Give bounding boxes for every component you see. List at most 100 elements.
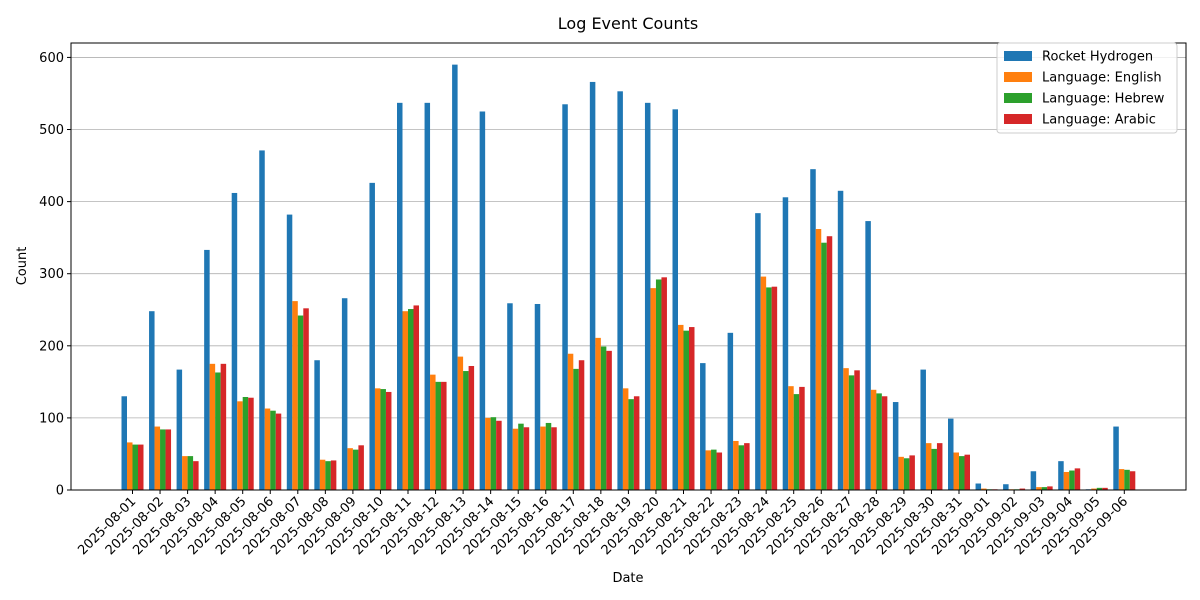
bar xyxy=(374,388,381,490)
bar xyxy=(1074,468,1081,490)
bar xyxy=(821,242,827,490)
bar xyxy=(700,363,706,490)
bar xyxy=(121,396,127,490)
bar xyxy=(330,460,337,490)
bar xyxy=(314,360,320,490)
legend-swatch xyxy=(1004,93,1032,103)
bar xyxy=(319,459,326,490)
y-tick-label: 600 xyxy=(39,51,64,66)
bars xyxy=(121,64,1136,491)
y-tick-label: 0 xyxy=(56,484,64,499)
bar xyxy=(744,443,750,490)
y-tick-label: 400 xyxy=(39,195,64,210)
bar xyxy=(959,456,965,490)
legend-box xyxy=(996,42,1178,134)
bar xyxy=(689,327,695,490)
bar xyxy=(633,396,640,490)
bar xyxy=(452,64,458,491)
bar xyxy=(507,303,513,490)
bar xyxy=(826,236,833,490)
bar xyxy=(661,277,667,490)
bar xyxy=(259,150,265,490)
bar xyxy=(127,442,133,490)
bar xyxy=(424,102,431,490)
bar xyxy=(705,450,712,490)
bar xyxy=(920,369,926,490)
bar xyxy=(1118,469,1125,490)
bar xyxy=(628,399,634,490)
bar xyxy=(413,305,419,490)
bar xyxy=(160,429,166,490)
legend-label: Rocket Hydrogen xyxy=(1042,50,1153,65)
bar xyxy=(380,389,386,490)
bar xyxy=(1063,471,1070,490)
bar xyxy=(799,386,805,490)
bar xyxy=(975,483,982,490)
legend-label: Language: Hebrew xyxy=(1042,92,1165,107)
bar xyxy=(837,190,844,490)
bar xyxy=(936,443,943,490)
bar xyxy=(204,249,210,490)
bar xyxy=(793,394,800,490)
bar xyxy=(237,401,243,490)
bar xyxy=(716,452,723,490)
bar xyxy=(964,454,970,490)
bar xyxy=(463,371,469,490)
bar xyxy=(132,444,138,490)
bar xyxy=(534,303,541,490)
bar xyxy=(149,311,155,490)
legend-label: Language: Arabic xyxy=(1042,113,1156,128)
bar xyxy=(788,386,794,490)
bar xyxy=(209,363,216,490)
legend-swatch xyxy=(1004,51,1032,61)
bar xyxy=(523,427,530,490)
y-tick-label: 300 xyxy=(39,267,64,282)
bar xyxy=(810,169,816,490)
bar xyxy=(782,197,789,490)
bar xyxy=(231,192,238,490)
bar xyxy=(683,330,689,490)
bar xyxy=(562,104,568,490)
bar xyxy=(545,422,552,490)
bar xyxy=(876,393,882,490)
bar xyxy=(402,311,408,490)
bar xyxy=(1113,426,1119,490)
y-axis-label: Count xyxy=(15,247,30,286)
bar xyxy=(270,410,276,490)
bar xyxy=(347,448,353,490)
bar xyxy=(479,111,486,490)
bar xyxy=(733,440,739,490)
bar xyxy=(275,413,282,490)
bar xyxy=(573,368,579,490)
bar xyxy=(369,182,375,490)
bar xyxy=(490,417,497,490)
bar xyxy=(518,423,524,490)
bar xyxy=(430,374,436,490)
bar xyxy=(567,353,574,490)
bar xyxy=(358,445,364,490)
y-tick-label: 200 xyxy=(39,339,64,354)
bar xyxy=(292,301,298,490)
bar xyxy=(931,448,937,490)
bar xyxy=(1102,487,1108,490)
bar xyxy=(397,102,403,490)
bar xyxy=(297,315,304,490)
bar xyxy=(981,488,987,490)
y-tick-label: 500 xyxy=(39,123,64,138)
bar xyxy=(644,102,651,490)
bar xyxy=(578,360,585,490)
bar xyxy=(600,346,607,490)
bar xyxy=(154,426,161,490)
bar xyxy=(176,369,183,490)
bar xyxy=(925,443,932,490)
bar xyxy=(193,461,199,490)
bar xyxy=(650,288,656,490)
bar xyxy=(606,350,612,490)
bar xyxy=(892,402,899,490)
bar xyxy=(303,308,309,490)
bar xyxy=(617,91,623,490)
bar xyxy=(248,397,254,490)
bar xyxy=(595,337,601,490)
bar xyxy=(1129,471,1136,490)
